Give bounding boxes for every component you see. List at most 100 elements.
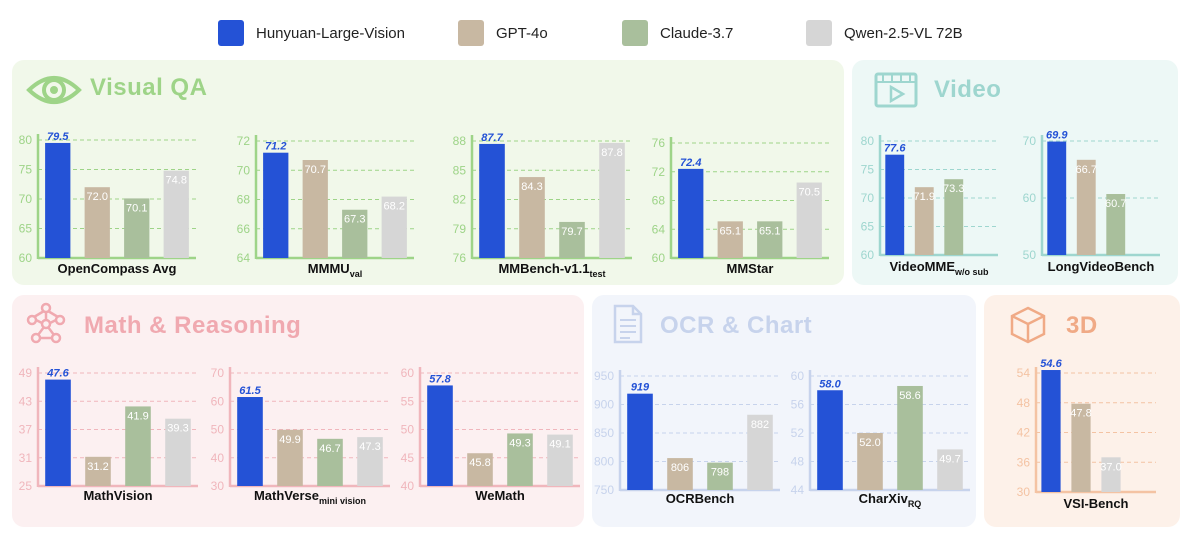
bar-value-label: 74.8 bbox=[166, 175, 187, 187]
chart-title-subscript: test bbox=[590, 269, 606, 279]
bar-value-label: 54.6 bbox=[1040, 358, 1062, 370]
chart-title: VSI-Bench bbox=[1063, 496, 1128, 511]
y-tick-label: 45 bbox=[401, 451, 415, 465]
chart-title-main: VideoMME bbox=[890, 259, 956, 274]
bar-value-label: 49.9 bbox=[279, 434, 300, 446]
chart-title: OCRBench bbox=[666, 491, 735, 506]
bar bbox=[479, 143, 505, 258]
y-tick-label: 43 bbox=[19, 394, 33, 408]
y-tick-label: 60 bbox=[791, 369, 805, 383]
eye-icon bbox=[26, 76, 82, 104]
legend-swatch bbox=[218, 20, 244, 46]
chart-title: LongVideoBench bbox=[1048, 259, 1155, 274]
bar-value-label: 87.7 bbox=[481, 132, 503, 144]
chart-4: 60 65 70 75 80 77.6 71.9 73.3 VideoMMEw/o sub bbox=[861, 134, 998, 277]
bar-value-label: 39.3 bbox=[167, 423, 188, 435]
panel-math bbox=[12, 295, 584, 527]
chart-title-main: MMBench-v1.1 bbox=[498, 261, 589, 276]
bar-value-label: 79.7 bbox=[561, 226, 582, 238]
chart-9: 750 800 850 900 950 919 806 798 882 OCRBench bbox=[594, 369, 780, 506]
bar bbox=[817, 390, 843, 490]
y-tick-label: 66 bbox=[237, 222, 251, 236]
y-tick-label: 950 bbox=[594, 369, 614, 383]
y-tick-label: 80 bbox=[19, 133, 33, 147]
y-tick-label: 50 bbox=[1023, 248, 1037, 262]
y-tick-label: 64 bbox=[652, 222, 666, 236]
bar-value-label: 47.3 bbox=[359, 441, 380, 453]
y-tick-label: 42 bbox=[1017, 426, 1031, 440]
bar-value-label: 882 bbox=[751, 419, 769, 431]
y-tick-label: 37 bbox=[19, 423, 33, 437]
bar bbox=[796, 182, 822, 258]
bar bbox=[944, 179, 964, 255]
y-tick-label: 65 bbox=[19, 222, 33, 236]
document-icon bbox=[613, 304, 643, 344]
bar-value-label: 45.8 bbox=[469, 457, 490, 469]
bar-value-label: 806 bbox=[671, 462, 689, 474]
y-tick-label: 50 bbox=[401, 423, 415, 437]
bar bbox=[857, 433, 883, 490]
y-tick-label: 48 bbox=[791, 455, 805, 469]
chart-title-main: VSI-Bench bbox=[1063, 496, 1128, 511]
cube-icon bbox=[1010, 306, 1046, 344]
y-tick-label: 40 bbox=[211, 451, 225, 465]
panel-title-3d: 3D bbox=[1066, 312, 1098, 339]
bar-value-label: 77.6 bbox=[884, 143, 906, 155]
bar-value-label: 49.1 bbox=[549, 439, 570, 451]
y-tick-label: 68 bbox=[652, 194, 666, 208]
bar-value-label: 84.3 bbox=[521, 181, 542, 193]
bar-value-label: 61.5 bbox=[239, 385, 261, 397]
chart-title-main: OpenCompass Avg bbox=[58, 261, 177, 276]
y-tick-label: 79 bbox=[453, 222, 467, 236]
bar-value-label: 87.8 bbox=[601, 147, 622, 159]
bar-value-label: 65.1 bbox=[759, 225, 780, 237]
bar bbox=[707, 462, 733, 490]
bar-value-label: 798 bbox=[711, 467, 729, 479]
chart-11: 30 36 42 48 54 54.6 47.8 37.0 VSI-Bench bbox=[1017, 358, 1156, 511]
bar bbox=[667, 458, 693, 490]
y-tick-label: 75 bbox=[19, 163, 33, 177]
chart-title-main: CharXiv bbox=[859, 491, 909, 506]
y-tick-label: 72 bbox=[652, 165, 666, 179]
chart-title-subscript: mini vision bbox=[319, 496, 366, 506]
chart-title: CharXivRQ bbox=[859, 491, 922, 509]
bar-value-label: 72.0 bbox=[87, 191, 108, 203]
network-icon bbox=[26, 302, 66, 344]
y-tick-label: 800 bbox=[594, 455, 614, 469]
legend-item-claude: Claude-3.7 bbox=[622, 20, 733, 46]
chart-title: MathVision bbox=[83, 488, 152, 503]
bar-value-label: 49.3 bbox=[509, 437, 530, 449]
bar-value-label: 70.5 bbox=[799, 187, 820, 199]
y-tick-label: 25 bbox=[19, 479, 33, 493]
bar-value-label: 31.2 bbox=[87, 461, 108, 473]
y-tick-label: 70 bbox=[237, 163, 251, 177]
bar-value-label: 70.7 bbox=[305, 164, 326, 176]
bar bbox=[84, 187, 110, 258]
bar bbox=[599, 142, 625, 258]
legend-swatch bbox=[458, 20, 484, 46]
y-tick-label: 56 bbox=[791, 398, 805, 412]
bar bbox=[937, 449, 963, 490]
y-tick-label: 76 bbox=[453, 251, 467, 265]
y-tick-label: 900 bbox=[594, 398, 614, 412]
chart-title-main: MathVision bbox=[83, 488, 152, 503]
bar bbox=[1101, 457, 1121, 492]
bar bbox=[1076, 159, 1096, 255]
chart-1: 64 66 68 70 72 71.2 70.7 67.3 68.2 MMMUval bbox=[237, 134, 414, 279]
chart-title-subscript: RQ bbox=[908, 499, 922, 509]
bar bbox=[163, 170, 189, 258]
y-tick-label: 30 bbox=[211, 479, 225, 493]
y-tick-label: 85 bbox=[453, 163, 467, 177]
bar-value-label: 919 bbox=[631, 382, 650, 394]
y-tick-label: 60 bbox=[401, 366, 415, 380]
bar-value-label: 71.9 bbox=[914, 191, 935, 203]
bar-value-label: 58.6 bbox=[899, 390, 920, 402]
bar bbox=[559, 221, 585, 258]
y-tick-label: 49 bbox=[19, 366, 33, 380]
bar bbox=[757, 221, 783, 258]
y-tick-label: 50 bbox=[211, 423, 225, 437]
y-tick-label: 30 bbox=[1017, 485, 1031, 499]
legend-swatch bbox=[806, 20, 832, 46]
bar-value-label: 72.4 bbox=[680, 157, 701, 169]
bar bbox=[124, 198, 150, 258]
